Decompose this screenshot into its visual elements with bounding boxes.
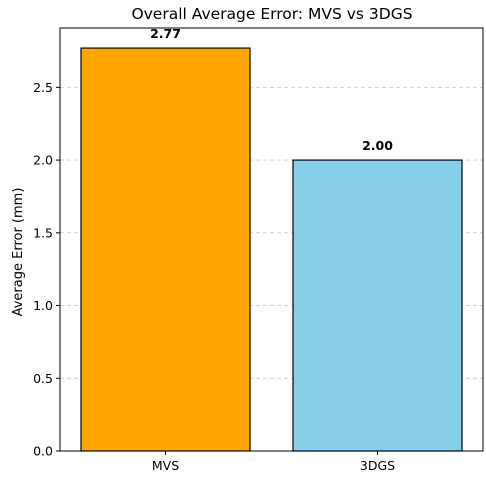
x-tick-label: 3DGS	[360, 458, 395, 473]
bar-mvs	[81, 48, 250, 451]
x-tick-label: MVS	[152, 458, 179, 473]
y-tick-label: 0.0	[33, 444, 53, 459]
y-tick-label: 2.0	[33, 153, 53, 168]
x-axis-ticks: MVS 3DGS	[152, 451, 395, 473]
y-tick-label: 0.5	[33, 371, 53, 386]
y-axis-ticks: 0.0 0.5 1.0 1.5 2.0 2.5	[33, 80, 60, 459]
bar-3dgs	[293, 160, 462, 451]
y-axis-label: Average Error (mm)	[11, 188, 26, 317]
y-tick-label: 2.5	[33, 80, 53, 95]
y-tick-label: 1.0	[33, 298, 53, 313]
chart-title: Overall Average Error: MVS vs 3DGS	[131, 5, 412, 23]
data-label-3dgs: 2.00	[362, 138, 393, 153]
data-label-mvs: 2.77	[150, 26, 181, 41]
y-tick-label: 1.5	[33, 225, 53, 240]
bars	[81, 48, 462, 451]
